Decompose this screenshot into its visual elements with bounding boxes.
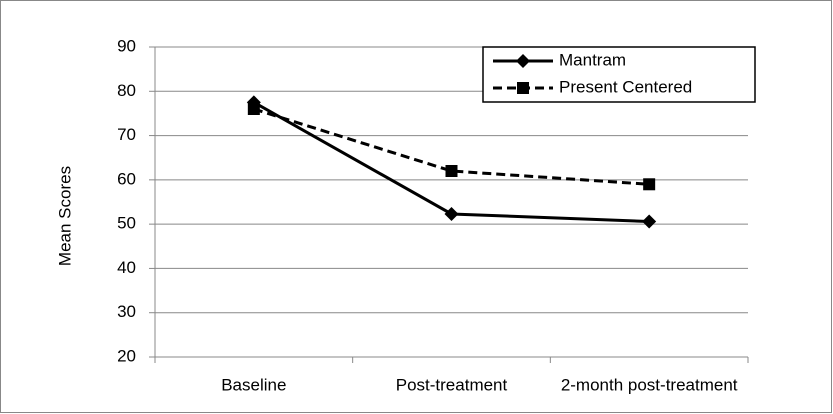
x-tick-label: Baseline [221, 375, 286, 394]
marker [444, 206, 459, 221]
legend-label: Mantram [559, 50, 626, 69]
y-tick-label: 30 [117, 302, 136, 321]
marker [247, 103, 260, 115]
y-tick-label: 50 [117, 214, 136, 233]
y-tick-label: 80 [117, 81, 136, 100]
y-tick-label: 40 [117, 258, 136, 277]
y-tick-label: 20 [117, 346, 136, 365]
legend-marker [517, 82, 529, 94]
legend-label: Present Centered [559, 77, 692, 96]
series-line [253, 107, 650, 186]
legend-marker [516, 54, 530, 68]
x-tick-label: 2-month post-treatment [561, 375, 738, 394]
y-tick-label: 70 [117, 125, 136, 144]
y-axis-label: Mean Scores [55, 166, 74, 266]
x-tick-label: Post-treatment [396, 375, 508, 394]
marker [642, 214, 657, 229]
y-tick-label: 60 [117, 169, 136, 188]
marker [445, 165, 458, 177]
marker [643, 178, 656, 191]
y-tick-label: 90 [117, 36, 136, 55]
